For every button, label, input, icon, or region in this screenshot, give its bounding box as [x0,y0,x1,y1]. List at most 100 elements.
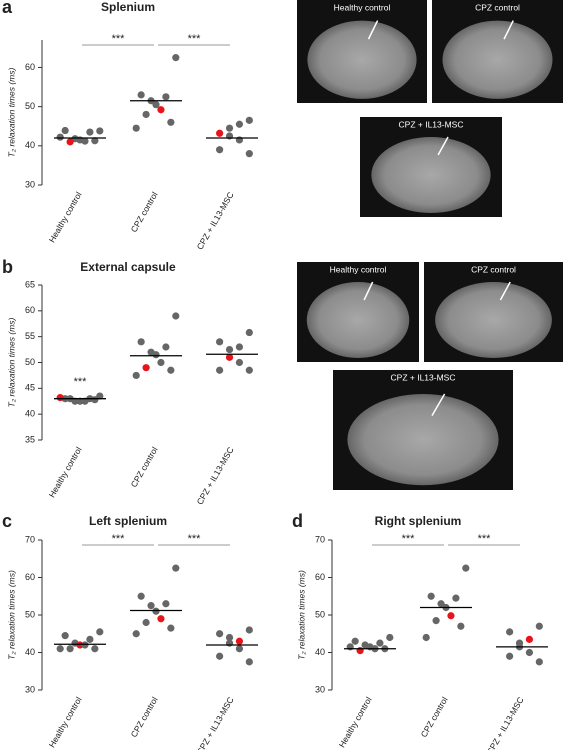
data-point [225,345,234,354]
data-point [245,626,253,634]
x-tick-label: Healthy control [47,695,84,749]
mri-arrow [499,281,511,301]
data-point [76,641,84,649]
y-tick-label: 50 [25,357,35,367]
data-point [152,351,160,359]
data-point [216,366,224,374]
data-point [56,133,64,141]
mri-brain [435,282,552,358]
mri-arrow [431,393,446,416]
significance: *** [478,533,492,545]
chart-title: Right splenium [375,514,462,528]
data-point [427,592,435,600]
mri-brain [442,20,553,99]
mri-label: CPZ + IL13-MSC [399,119,464,129]
data-point [245,366,253,374]
y-tick-label: 40 [25,409,35,419]
data-point [96,628,104,636]
x-tick-label: Healthy control [47,445,84,499]
panel-letter: a [2,0,13,17]
data-point [132,124,140,132]
data-point [432,617,440,625]
data-point [235,645,244,653]
mri-arrow [363,281,374,301]
data-point [162,600,170,608]
data-point [216,129,224,137]
data-point [506,652,514,660]
y-tick-label: 40 [25,140,35,150]
data-point [235,120,244,128]
data-point [225,353,234,361]
data-point [132,371,140,380]
data-point [172,564,180,572]
data-point [56,645,64,653]
y-tick-label: 40 [25,647,35,657]
panel-letter: d [292,511,303,531]
y-axis-label: T₂ relaxation times (ms) [6,570,16,660]
data-point [152,607,160,615]
data-point [447,612,455,620]
data-point [142,618,150,627]
data-point [245,150,253,158]
data-point [147,602,155,610]
data-point [216,630,224,638]
data-point [235,343,244,351]
y-axis-label: T₂ relaxation times (ms) [296,570,306,660]
mri-brain [307,20,417,99]
y-axis-label: T₂ relaxation times (ms) [6,68,16,158]
data-point [137,592,145,600]
mri-brain [347,394,499,486]
significance: *** [402,533,416,545]
data-point [167,624,175,632]
data-point [216,652,224,660]
y-tick-label: 60 [25,305,35,315]
y-tick-label: 30 [25,179,35,189]
x-tick-label: Healthy control [47,190,84,244]
data-point [225,633,234,642]
data-point [142,110,150,119]
x-tick-label: CPZ control [129,190,160,234]
mri-label: CPZ + IL13-MSC [391,372,456,382]
y-tick-label: 60 [25,572,35,582]
data-point [66,645,74,653]
mri-label: CPZ control [471,264,516,274]
mri-label: CPZ control [475,2,520,12]
data-point [142,364,150,372]
mri-arrow [503,20,514,40]
x-tick-label: CPZ control [419,695,450,739]
data-point [506,628,514,636]
significance: *** [112,533,126,545]
y-tick-label: 30 [315,684,325,694]
significance: *** [112,33,126,45]
data-point [216,146,224,154]
data-point [81,137,89,145]
x-tick-label: CPZ + IL13-MSC [195,190,236,251]
data-point [81,641,89,649]
data-point [386,633,394,642]
data-point [132,630,140,638]
data-point [56,394,64,402]
data-point [535,622,543,630]
data-point [535,658,543,666]
data-point [76,397,84,405]
y-tick-label: 40 [315,647,325,657]
y-tick-label: 65 [25,279,35,289]
y-tick-label: 60 [25,62,35,72]
x-tick-label: CPZ + IL13-MSC [195,445,236,506]
y-tick-label: 60 [315,572,325,582]
y-tick-label: 55 [25,331,35,341]
significance: *** [188,533,202,545]
mri-brain [371,137,491,213]
mri-label: Healthy control [334,2,391,12]
data-point [167,366,175,374]
y-tick-label: 45 [25,383,35,393]
data-point [162,93,170,101]
data-point [86,128,94,136]
significance: *** [74,376,88,388]
mri-arrow [437,136,449,156]
data-point [157,106,165,114]
x-tick-label: CPZ control [129,695,160,739]
y-tick-label: 30 [25,684,35,694]
data-point [172,54,180,62]
